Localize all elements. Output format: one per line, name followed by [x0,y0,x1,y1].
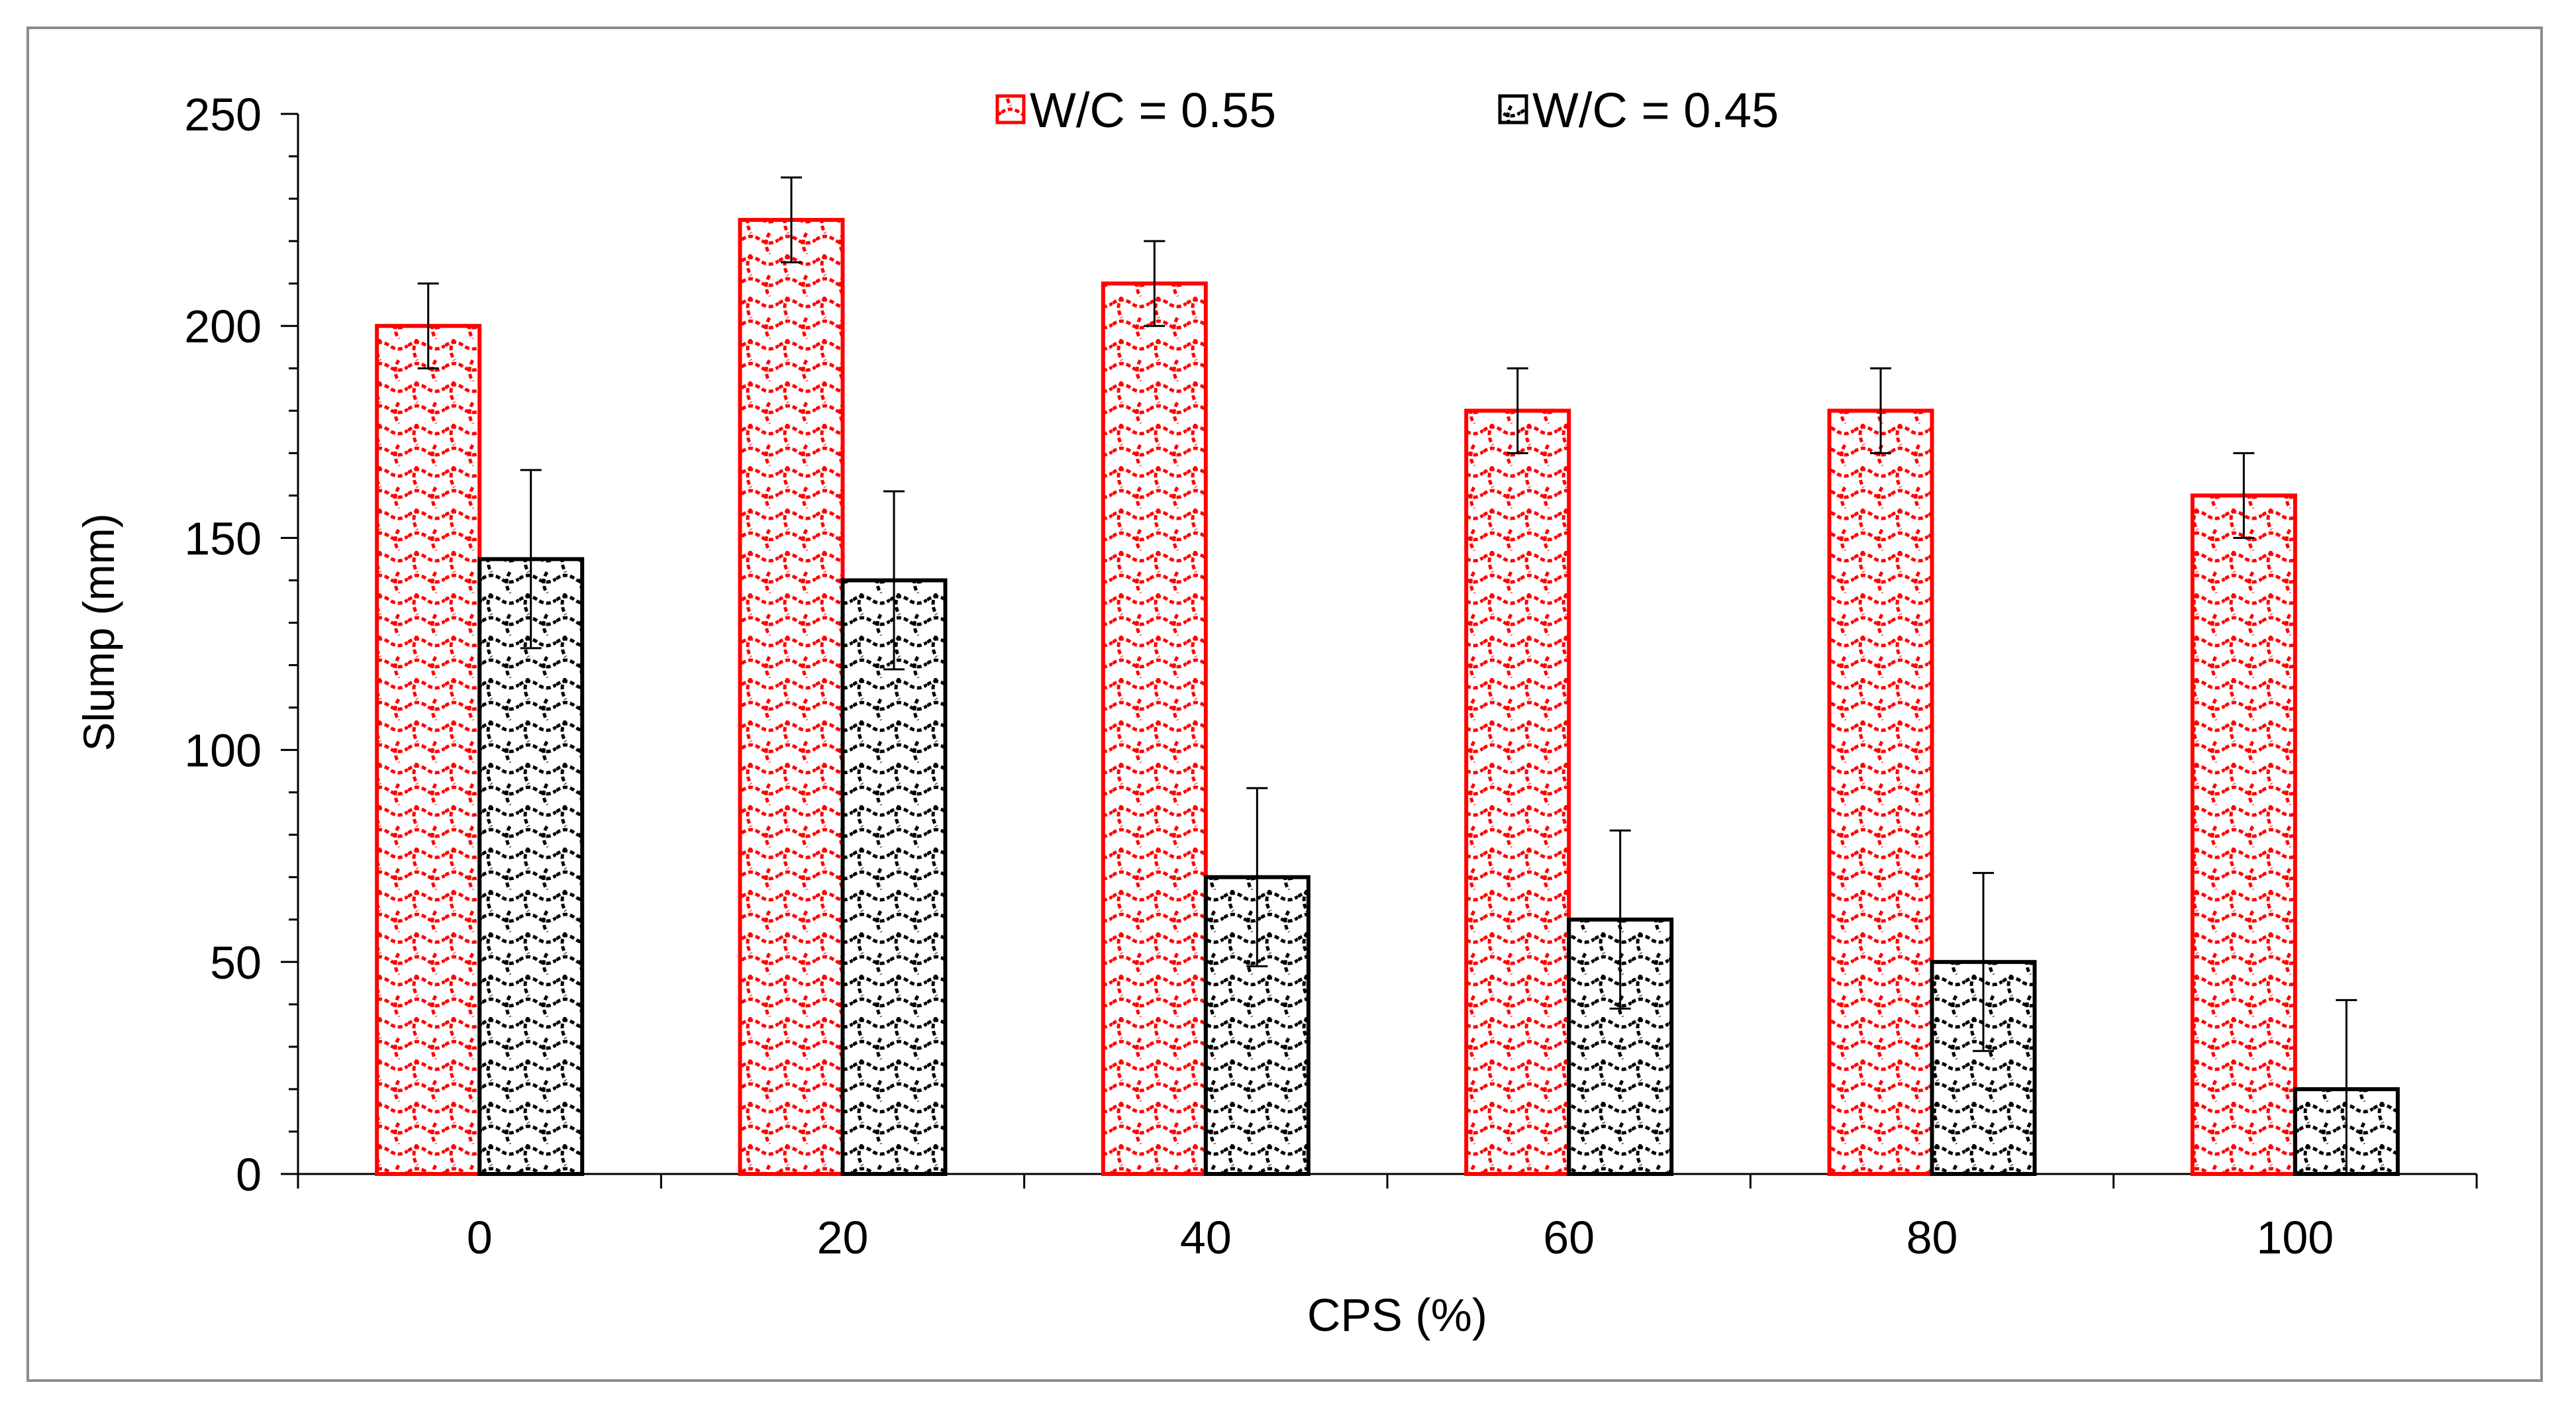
y-tick-label: 250 [184,89,262,140]
legend-swatch-wc055 [995,94,1026,124]
bar-wc055-60 [1464,409,1571,1176]
error-bars-group [417,176,2357,1175]
y-axis: 0 50 100 150 200 250 [184,89,299,1200]
x-tick-label: 100 [2256,1212,2334,1263]
bar-wc045-20 [840,578,948,1176]
x-axis: 0 20 40 60 80 100 [297,1173,2478,1263]
bar-wc055-40 [1101,281,1208,1176]
bar-wc055-0 [375,324,482,1177]
bar-wc055-100 [2190,493,2297,1176]
x-tick-label: 20 [817,1212,869,1263]
bar-wc055-80 [1827,409,1934,1176]
bars-group [375,218,2400,1177]
x-tick-label: 60 [1543,1212,1595,1263]
y-tick-label: 100 [184,725,262,777]
x-axis-label: CPS (%) [1307,1289,1487,1341]
y-tick-label: 50 [210,937,262,989]
y-tick-label: 200 [184,301,262,352]
legend-swatch-wc045 [1498,94,1528,124]
legend: W/C = 0.55 W/C = 0.45 [995,83,1779,138]
x-tick-label: 40 [1180,1212,1232,1263]
legend-label-wc045: W/C = 0.45 [1532,83,1779,138]
bar-wc045-0 [477,557,585,1176]
x-tick-label: 0 [467,1212,493,1263]
y-axis-label: Slump (mm) [74,513,123,751]
y-tick-label: 150 [184,512,262,564]
bar-wc055-20 [738,218,845,1177]
x-tick-label: 80 [1907,1212,1958,1263]
y-tick-label: 0 [236,1149,262,1200]
chart-frame [26,26,2543,1382]
legend-label-wc055: W/C = 0.55 [1030,83,1276,138]
